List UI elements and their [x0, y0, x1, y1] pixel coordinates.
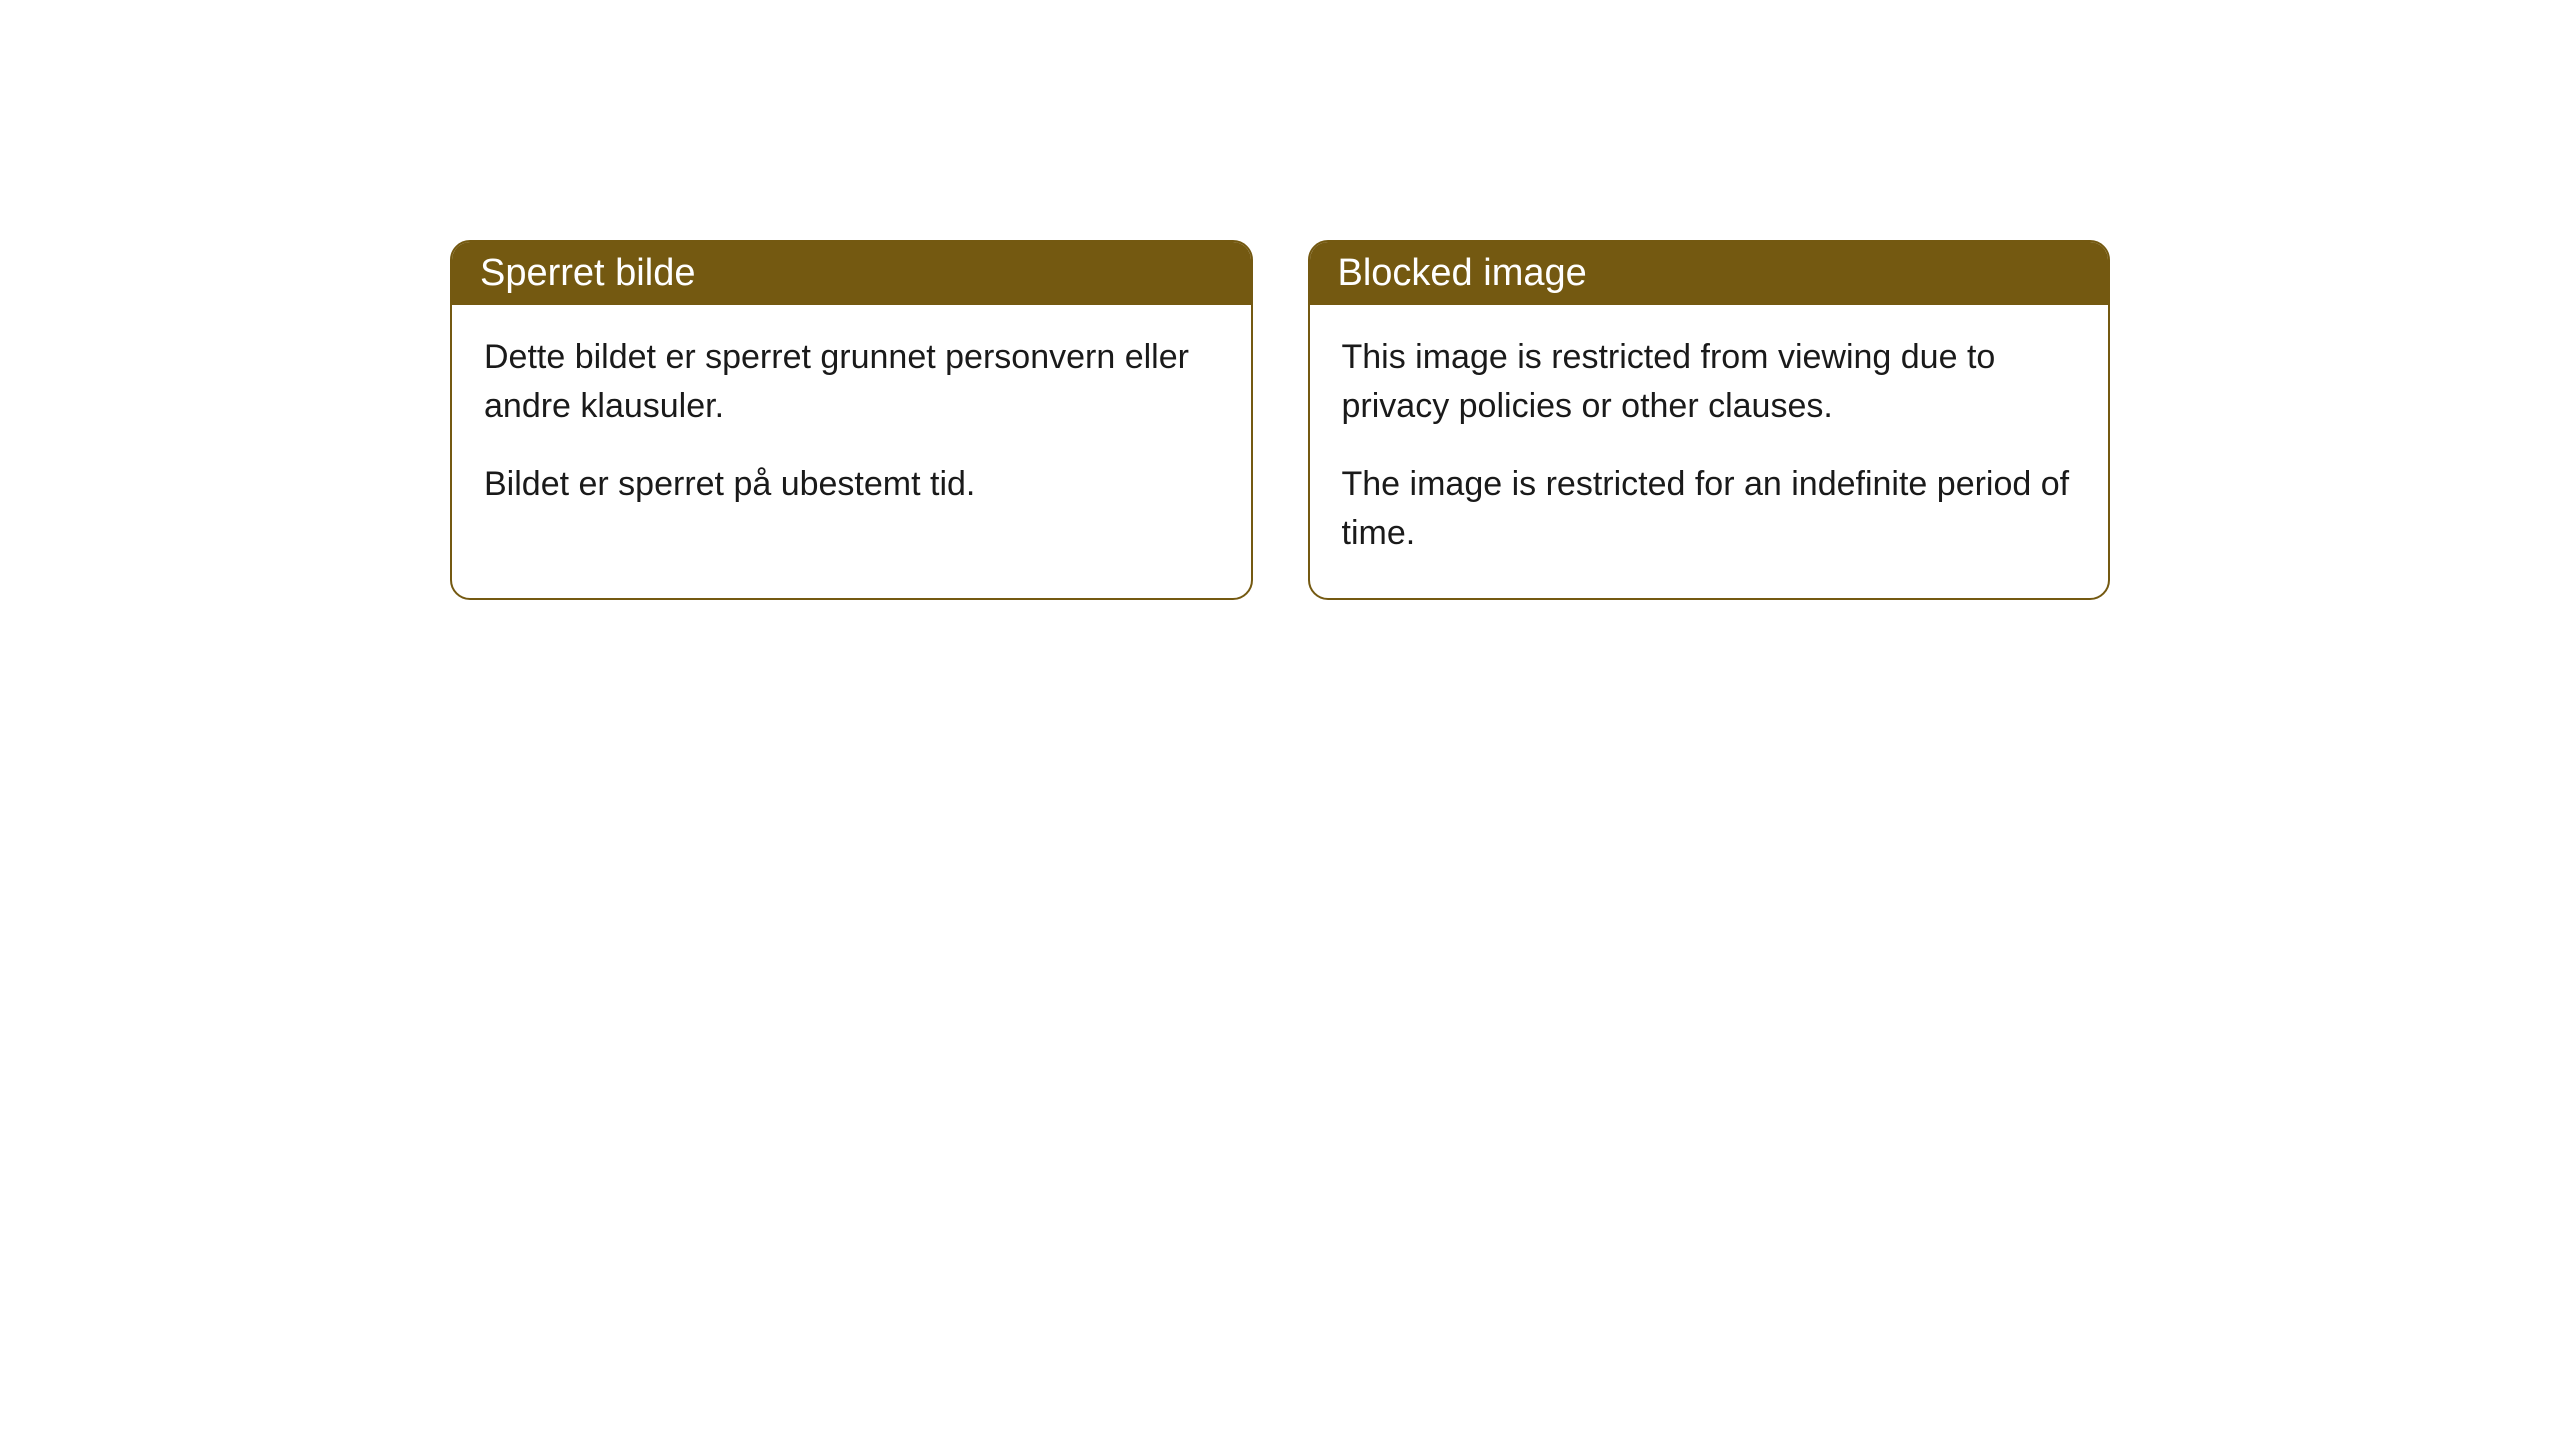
card-title: Blocked image [1338, 252, 1587, 294]
card-body-english: This image is restricted from viewing du… [1310, 305, 2109, 598]
card-paragraph-1: This image is restricted from viewing du… [1342, 333, 2077, 432]
card-paragraph-2: The image is restricted for an indefinit… [1342, 460, 2077, 559]
card-header-norwegian: Sperret bilde [452, 242, 1251, 305]
info-card-norwegian: Sperret bilde Dette bildet er sperret gr… [450, 240, 1253, 600]
card-title: Sperret bilde [480, 252, 695, 294]
card-paragraph-1: Dette bildet er sperret grunnet personve… [484, 333, 1219, 432]
info-cards-container: Sperret bilde Dette bildet er sperret gr… [450, 240, 2110, 600]
card-paragraph-2: Bildet er sperret på ubestemt tid. [484, 460, 1219, 509]
info-card-english: Blocked image This image is restricted f… [1308, 240, 2111, 600]
card-body-norwegian: Dette bildet er sperret grunnet personve… [452, 305, 1251, 549]
card-header-english: Blocked image [1310, 242, 2109, 305]
